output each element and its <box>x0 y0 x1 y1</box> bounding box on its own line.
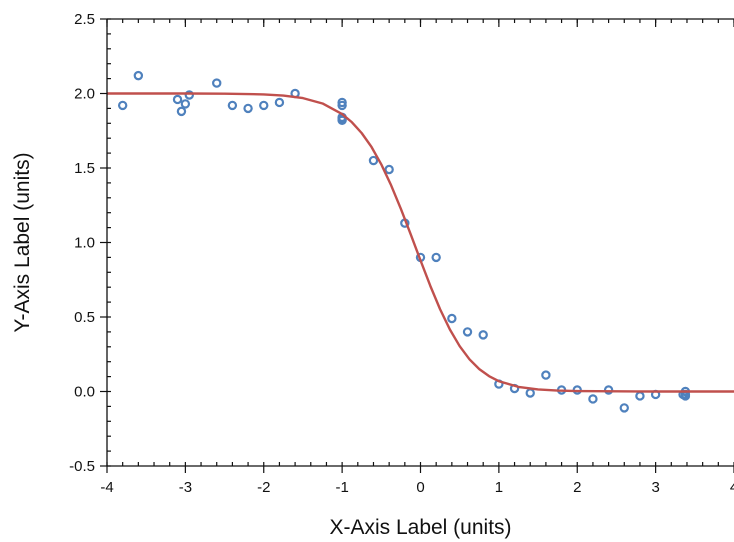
data-point <box>274 97 285 108</box>
data-point <box>337 100 347 111</box>
tick-labels: -4 -3 -2 -1 0 1 2 3 4 -0.5 0.0 0.5 1.0 1.5 2.0 2.5 <box>69 11 734 496</box>
x-tick-label: 3 <box>651 479 659 496</box>
x-axis-title: X-Axis Label (units) <box>329 516 511 539</box>
y-axis-title: Y-Axis Label (units) <box>11 152 34 332</box>
data-point <box>180 99 191 109</box>
data-point <box>117 100 128 111</box>
data-point <box>635 391 645 401</box>
plot-series <box>107 70 734 413</box>
data-point <box>384 164 394 175</box>
x-tick-label: 4 <box>730 479 734 496</box>
y-tick-label: 2.5 <box>74 11 95 28</box>
x-tick-label: -1 <box>335 479 348 496</box>
y-tick-label: 1.0 <box>74 235 95 252</box>
data-point <box>368 155 379 166</box>
data-point <box>603 385 614 395</box>
axes <box>106 18 734 467</box>
data-point <box>588 394 598 404</box>
data-point <box>337 115 347 126</box>
data-point <box>133 70 144 81</box>
x-tick-label: -3 <box>179 479 192 496</box>
data-point <box>227 100 238 111</box>
x-tick-label: -4 <box>100 479 113 496</box>
data-point <box>172 94 183 105</box>
data-point <box>541 370 551 380</box>
y-tick-label: 1.5 <box>74 160 95 177</box>
data-point <box>525 388 535 398</box>
data-point <box>431 252 441 263</box>
major-ticks <box>100 18 734 473</box>
x-tick-label: 2 <box>573 479 581 496</box>
y-tick-label: 0.5 <box>74 309 95 326</box>
data-point <box>176 106 187 117</box>
data-point <box>184 90 194 100</box>
data-point <box>212 78 222 88</box>
data-point <box>447 313 457 324</box>
data-point <box>259 100 269 111</box>
scatter-series <box>117 70 691 413</box>
x-tick-label: 1 <box>495 479 503 496</box>
y-tick-label: 0.0 <box>74 384 95 401</box>
x-tick-label: -2 <box>257 479 270 496</box>
y-tick-label: -0.5 <box>69 458 95 475</box>
data-point <box>619 403 629 413</box>
y-tick-label: 2.0 <box>74 86 95 103</box>
data-point <box>243 103 253 114</box>
fit-curve-line <box>107 92 734 393</box>
x-tick-label: 0 <box>416 479 424 496</box>
data-point <box>478 330 488 340</box>
data-point <box>462 327 473 337</box>
